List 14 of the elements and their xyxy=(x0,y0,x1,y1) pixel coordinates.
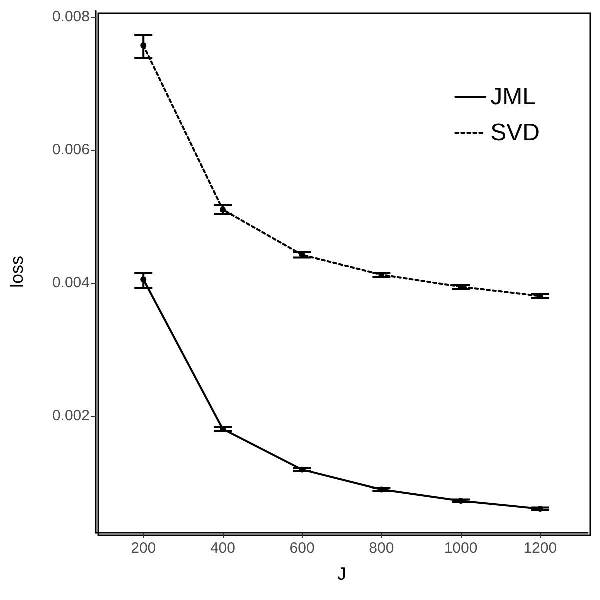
x-tick-label: 800 xyxy=(369,540,394,557)
x-tick-label: 1000 xyxy=(444,540,478,557)
y-tick-label: 0.002 xyxy=(52,407,90,424)
x-tick-label: 1200 xyxy=(524,540,558,557)
x-tick-label: 200 xyxy=(131,540,156,557)
legend-label: JML xyxy=(490,84,536,110)
x-axis-title: J xyxy=(338,564,346,584)
x-tick-label: 400 xyxy=(210,540,236,557)
y-axis-title: loss xyxy=(7,256,27,288)
y-tick-label: 0.008 xyxy=(52,8,90,26)
y-tick-label: 0.004 xyxy=(52,274,90,292)
legend-label: SVD xyxy=(490,120,540,146)
x-tick-label: 600 xyxy=(290,540,315,557)
y-tick-label: 0.006 xyxy=(52,141,90,158)
